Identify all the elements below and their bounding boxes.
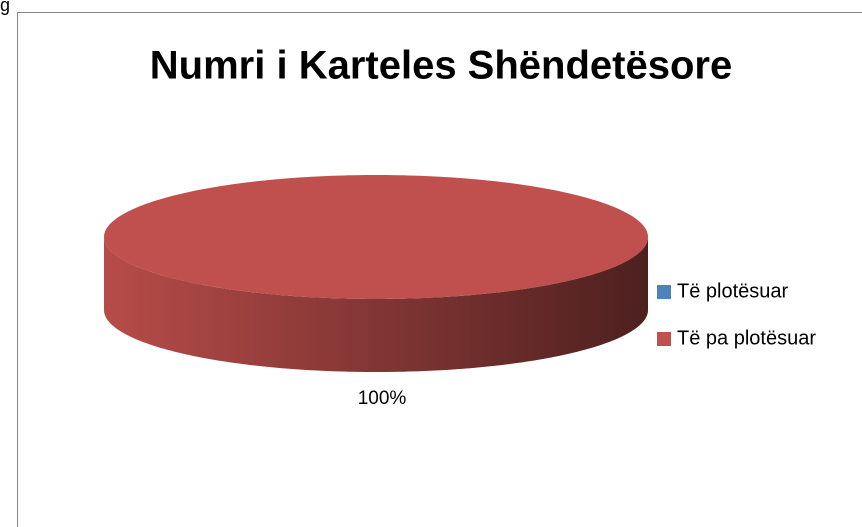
data-label: 100% — [358, 388, 407, 409]
legend-swatch — [657, 285, 671, 299]
slice-side-shade — [104, 237, 648, 372]
page-fragment: g — [0, 0, 10, 15]
legend-swatch — [657, 332, 671, 346]
legend-label: Të plotësuar — [677, 280, 789, 302]
chart-title: Numri i Karteles Shëndetësore — [150, 44, 732, 88]
legend-label: Të pa plotësuar — [677, 327, 816, 349]
chart-frame — [17, 12, 862, 527]
slice — [104, 175, 648, 299]
